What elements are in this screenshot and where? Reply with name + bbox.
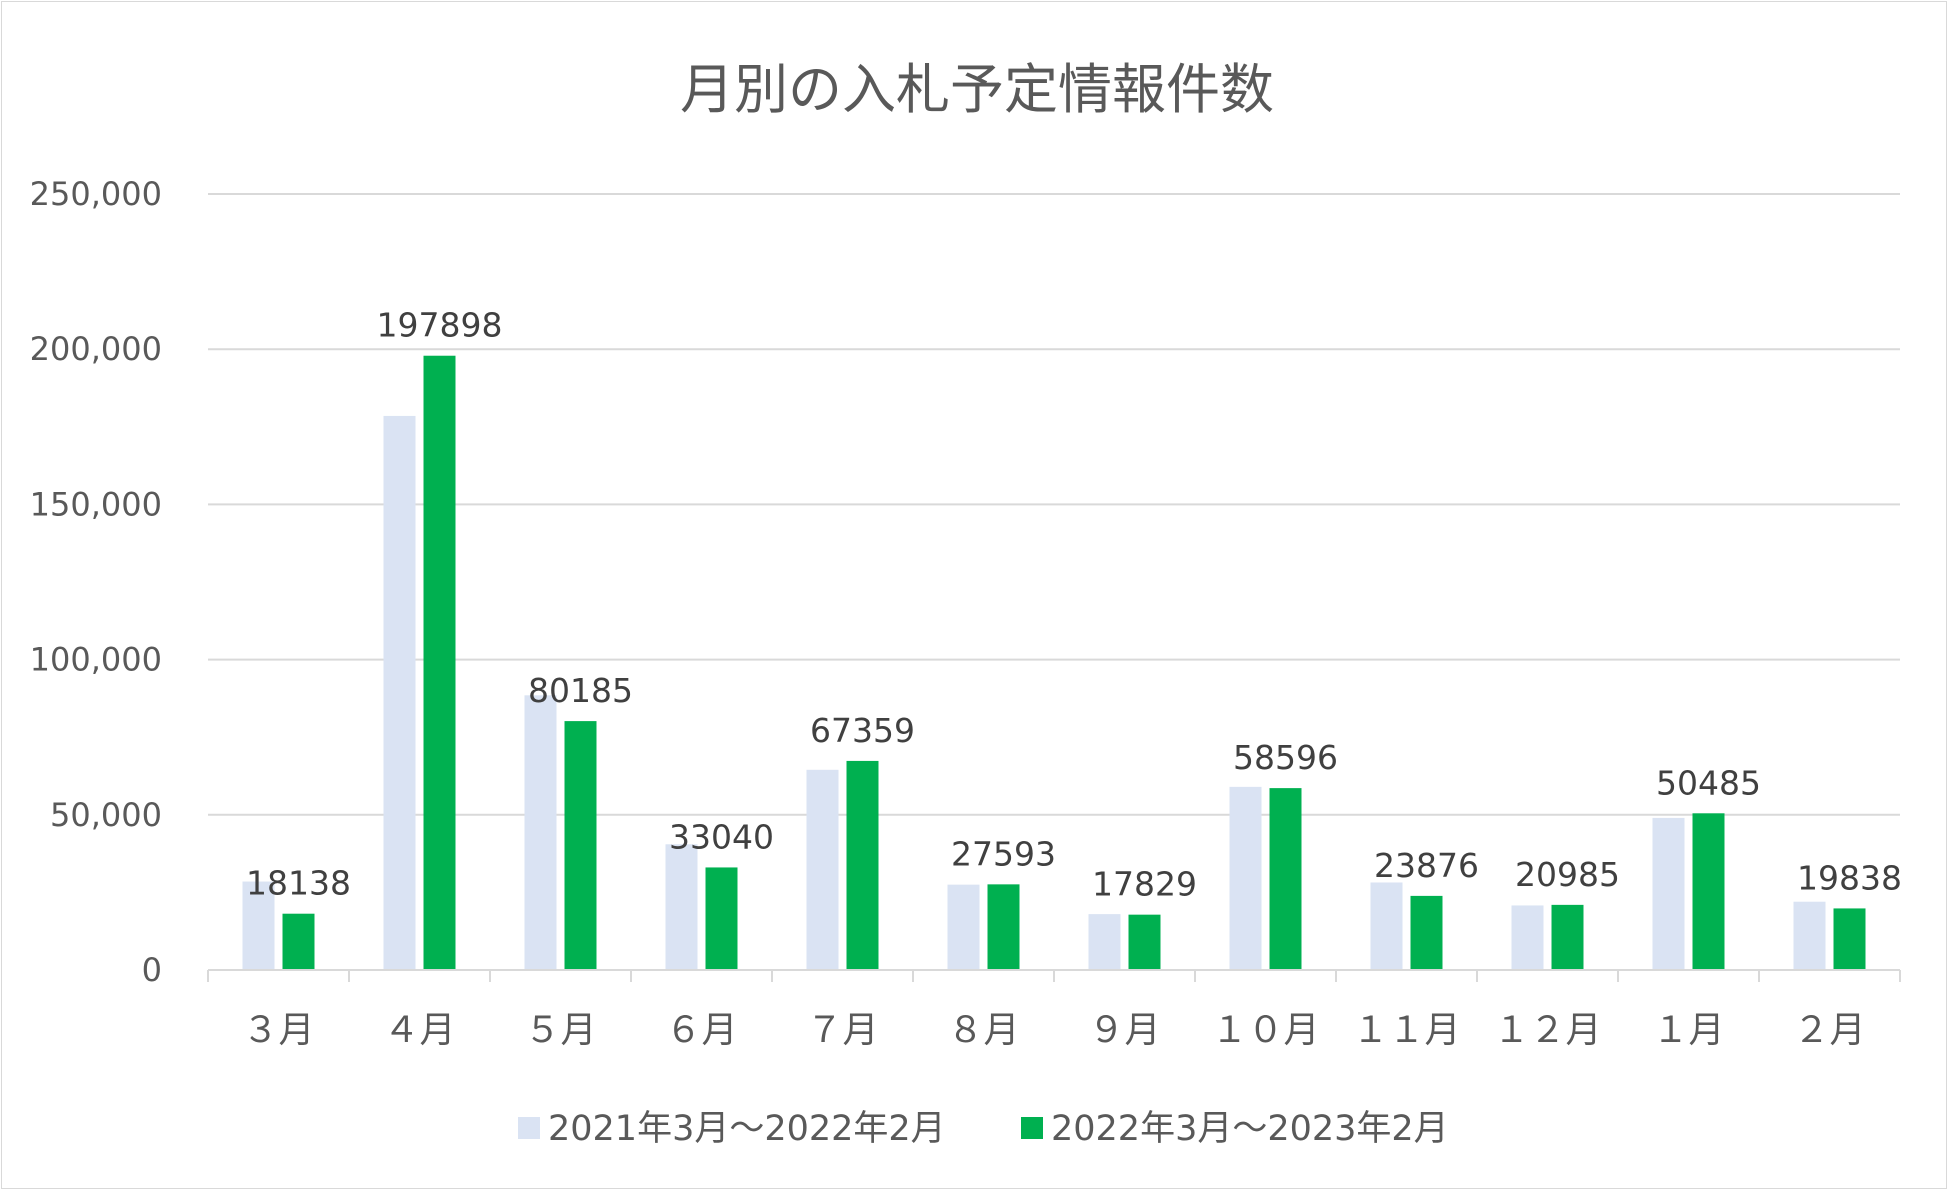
bar-series-1 — [1088, 914, 1121, 970]
data-label: 67359 — [810, 711, 915, 750]
chart-title: 月別の入札予定情報件数 — [680, 58, 1274, 121]
bar-series-2 — [1269, 788, 1302, 970]
bar-series-2 — [423, 355, 456, 970]
x-tick-label: １０月 — [1211, 1010, 1319, 1051]
data-label: 80185 — [528, 671, 633, 710]
x-axis — [207, 969, 1901, 982]
bar-series-1 — [1511, 905, 1544, 970]
x-tick-label: ５月 — [524, 1010, 596, 1051]
x-tick-label: ３月 — [242, 1010, 314, 1051]
x-tick-label: １１月 — [1352, 1010, 1460, 1051]
bar-series-2 — [1833, 908, 1866, 970]
x-tick-label: ９月 — [1088, 1010, 1160, 1051]
data-label: 58596 — [1233, 738, 1338, 777]
data-label: 19838 — [1797, 858, 1902, 897]
legend-label-series-2: 2022年3月～2023年2月 — [1051, 1109, 1449, 1149]
x-axis-tick-labels: ３月 ４月 ５月 ６月 ７月 ８月 ９月 １０月 １１月 １２月 １月 ２月 — [242, 1010, 1865, 1051]
bar-series-2 — [1692, 813, 1725, 970]
bar-series-2 — [564, 721, 597, 970]
data-label: 20985 — [1515, 855, 1620, 894]
bar-series-2 — [1410, 895, 1443, 970]
data-label: 17829 — [1092, 865, 1197, 904]
legend-label-series-1: 2021年3月～2022年2月 — [548, 1109, 946, 1149]
data-label: 18138 — [246, 864, 351, 903]
bar-series-1 — [947, 884, 980, 970]
y-tick-label: 50,000 — [50, 796, 162, 834]
y-tick-label: 150,000 — [30, 485, 162, 523]
x-tick-label: ６月 — [665, 1010, 737, 1051]
x-tick-label: １２月 — [1493, 1010, 1601, 1051]
data-label: 23876 — [1374, 846, 1479, 885]
x-tick-label: １月 — [1652, 1010, 1724, 1051]
bar-series-1 — [1652, 817, 1685, 970]
bar-series-2 — [987, 884, 1020, 970]
bar-series-1 — [1229, 786, 1262, 970]
bar-series-2 — [846, 760, 879, 970]
bar-series-1 — [806, 769, 839, 970]
x-tick-label: ７月 — [806, 1010, 878, 1051]
data-labels: 18138 197898 80185 33040 67359 27593 17829 5859… — [246, 306, 1902, 904]
y-axis-tick-labels: 0 50,000 100,000 150,000 200,000 250,000 — [30, 175, 162, 989]
bar-series-1 — [1370, 882, 1403, 970]
bar-series-1 — [524, 695, 557, 970]
bar-series-1 — [665, 844, 698, 970]
bar-series-2 — [1551, 904, 1584, 970]
data-label: 33040 — [669, 817, 774, 856]
bar-series-1 — [383, 415, 416, 970]
x-tick-label: ４月 — [383, 1010, 455, 1051]
data-label: 197898 — [377, 306, 503, 345]
bar-series-1 — [242, 881, 275, 970]
gridlines — [208, 193, 1900, 816]
x-tick-label: ８月 — [947, 1010, 1019, 1051]
y-tick-label: 100,000 — [30, 641, 162, 679]
legend-swatch-series-1 — [518, 1117, 540, 1139]
y-tick-label: 200,000 — [30, 330, 162, 368]
data-label: 27593 — [951, 834, 1056, 873]
y-tick-label: 0 — [142, 951, 162, 989]
legend: 2021年3月～2022年2月 2022年3月～2023年2月 — [518, 1109, 1449, 1149]
bar-series-2 — [1128, 914, 1161, 970]
data-label: 50485 — [1656, 763, 1761, 802]
x-tick-label: ２月 — [1793, 1010, 1865, 1051]
y-tick-label: 250,000 — [30, 175, 162, 213]
bar-series-2 — [705, 867, 738, 970]
bar-series-2 — [282, 913, 315, 970]
bars — [242, 355, 1866, 970]
bar-series-1 — [1793, 901, 1826, 970]
legend-swatch-series-2 — [1021, 1117, 1043, 1139]
